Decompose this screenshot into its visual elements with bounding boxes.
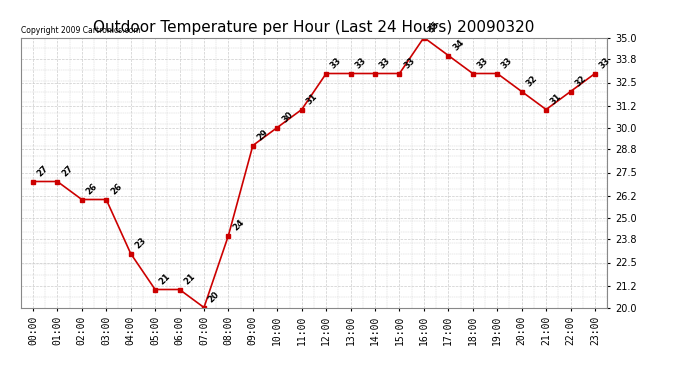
Text: 27: 27 [60,164,75,179]
Text: 32: 32 [573,74,588,89]
Text: 33: 33 [353,56,368,71]
Text: 33: 33 [378,56,393,71]
Text: 21: 21 [158,272,172,287]
Text: 32: 32 [524,74,539,89]
Text: 31: 31 [549,92,564,107]
Text: 31: 31 [304,92,319,107]
Text: 33: 33 [475,56,490,71]
Text: 21: 21 [182,272,197,287]
Text: 34: 34 [451,38,466,53]
Text: 33: 33 [402,56,417,71]
Text: 26: 26 [85,182,99,197]
Text: 30: 30 [280,110,295,125]
Text: 26: 26 [109,182,124,197]
Text: 33: 33 [500,56,515,71]
Text: 35: 35 [426,20,442,35]
Text: 33: 33 [329,56,344,71]
Text: 20: 20 [207,290,221,305]
Text: Copyright 2009 Cartronics.com: Copyright 2009 Cartronics.com [21,26,140,35]
Text: 33: 33 [598,56,612,71]
Text: 29: 29 [255,128,270,143]
Text: 23: 23 [133,236,148,251]
Text: 27: 27 [36,164,50,179]
Text: 24: 24 [231,218,246,233]
Title: Outdoor Temperature per Hour (Last 24 Hours) 20090320: Outdoor Temperature per Hour (Last 24 Ho… [93,20,535,35]
